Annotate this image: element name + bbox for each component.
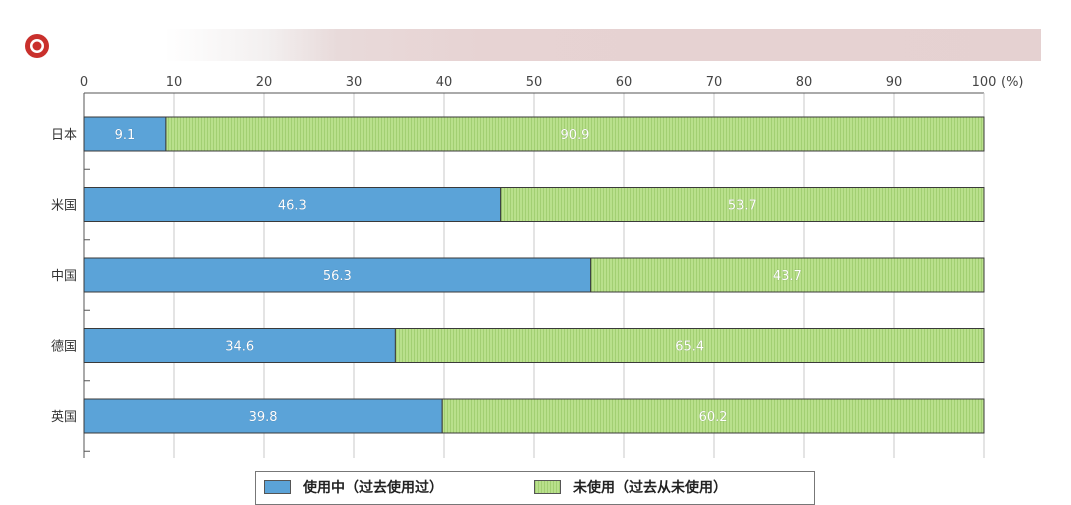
category-label: 中国 <box>51 269 77 284</box>
value-label-not-used: 53.7 <box>728 199 757 214</box>
value-label-in-use: 34.6 <box>225 340 254 355</box>
legend-item-not-used: 未使用（过去从未使用） <box>534 478 727 496</box>
header-banner <box>22 29 1041 61</box>
legend-label-not-used: 未使用（过去从未使用） <box>573 480 727 496</box>
value-label-not-used: 60.2 <box>699 410 728 425</box>
bar-in-use <box>83 187 502 222</box>
legend-item-in-use: 使用中（过去使用过） <box>264 478 443 496</box>
category-label: 德国 <box>51 340 77 355</box>
value-label-in-use: 56.3 <box>323 269 352 284</box>
x-tick-label: 40 <box>436 75 453 90</box>
x-tick-label: 100 <box>972 75 997 90</box>
bar-not-used <box>165 116 985 152</box>
x-tick-label: 60 <box>616 75 633 90</box>
bar-in-use <box>83 116 167 152</box>
tick-labels: 0 10 20 30 40 50 60 70 80 90 100 (%) <box>80 75 1024 90</box>
x-tick-label: 50 <box>526 75 543 90</box>
bar-not-used <box>590 257 985 293</box>
bar-in-use <box>83 398 443 434</box>
value-label-in-use: 39.8 <box>249 410 278 425</box>
category-label: 英国 <box>51 410 77 425</box>
x-tick-label: 80 <box>796 75 813 90</box>
category-label: 米国 <box>51 199 77 214</box>
stacked-bar-chart: 0 10 20 30 40 50 60 70 80 90 100 (%) 9.1 90.9 46.3 53.… <box>51 75 1024 458</box>
bar-not-used <box>441 398 985 434</box>
legend-label-in-use: 使用中（过去使用过） <box>303 480 443 496</box>
x-tick-label: 20 <box>256 75 273 90</box>
legend-swatch-in-use <box>264 480 291 494</box>
x-tick-label: 70 <box>706 75 723 90</box>
bar-not-used <box>394 328 985 363</box>
red-circle-logo-icon <box>25 34 49 58</box>
bars: 9.1 90.9 46.3 53.7 56.3 43.7 34.6 65.4 39.8 60.2 <box>83 116 985 434</box>
value-label-not-used: 65.4 <box>675 340 704 355</box>
x-tick-label: 0 <box>80 75 88 90</box>
value-label-in-use: 46.3 <box>278 199 307 214</box>
x-unit-label: (%) <box>1001 75 1024 90</box>
value-label-not-used: 90.9 <box>560 128 589 143</box>
x-tick-label: 10 <box>166 75 183 90</box>
category-label: 日本 <box>51 128 77 143</box>
x-tick-label: 90 <box>886 75 903 90</box>
value-label-not-used: 43.7 <box>773 269 802 284</box>
bar-in-use <box>83 257 592 293</box>
x-tick-label: 30 <box>346 75 363 90</box>
bar-not-used <box>500 187 985 222</box>
value-label-in-use: 9.1 <box>115 128 136 143</box>
legend: 使用中（过去使用过） 未使用（过去从未使用） <box>255 471 815 505</box>
legend-swatch-not-used <box>534 480 561 494</box>
